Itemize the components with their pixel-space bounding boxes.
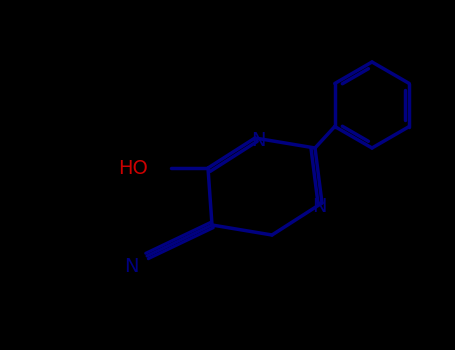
Text: N: N	[124, 258, 138, 277]
Text: N: N	[251, 132, 265, 150]
Text: N: N	[312, 196, 326, 216]
Text: HO: HO	[118, 159, 148, 177]
